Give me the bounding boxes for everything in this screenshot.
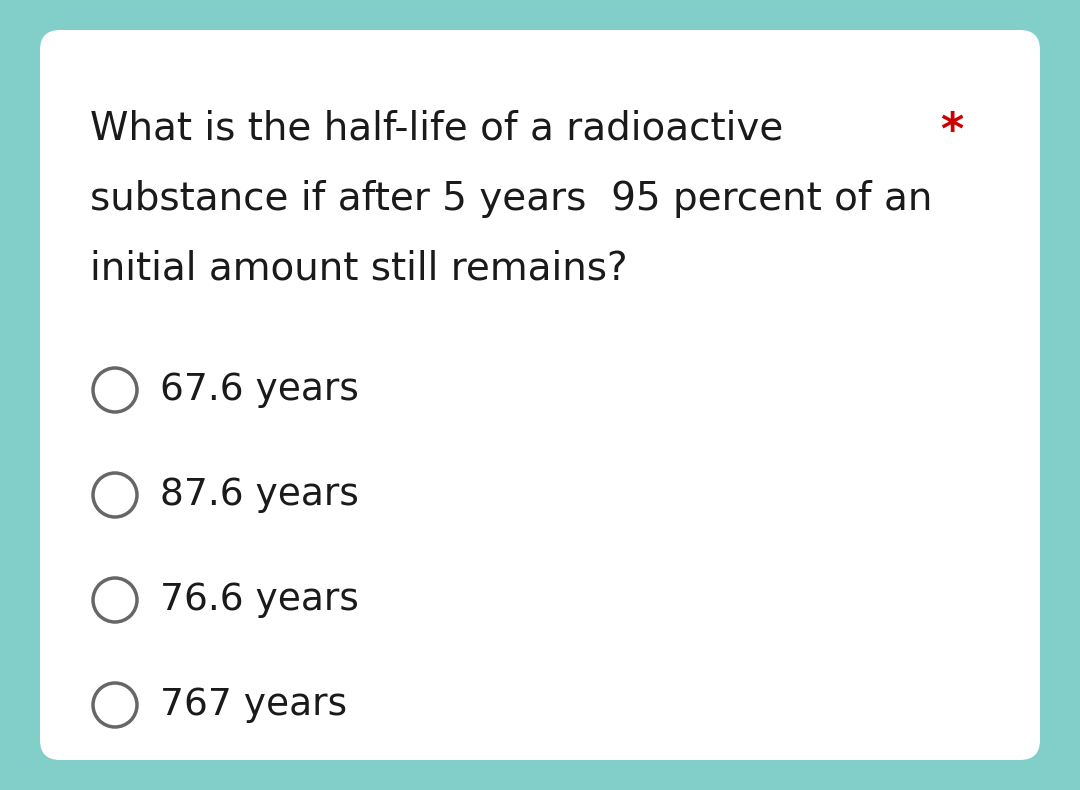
Text: substance if after 5 years  95 percent of an: substance if after 5 years 95 percent of…	[90, 180, 932, 218]
FancyBboxPatch shape	[40, 30, 1040, 760]
Text: 87.6 years: 87.6 years	[160, 477, 359, 513]
Text: 76.6 years: 76.6 years	[160, 582, 359, 618]
Text: *: *	[940, 110, 963, 153]
Text: initial amount still remains?: initial amount still remains?	[90, 250, 627, 288]
Text: 67.6 years: 67.6 years	[160, 372, 359, 408]
Text: What is the half-life of a radioactive: What is the half-life of a radioactive	[90, 110, 783, 148]
Text: 767 years: 767 years	[160, 687, 347, 723]
